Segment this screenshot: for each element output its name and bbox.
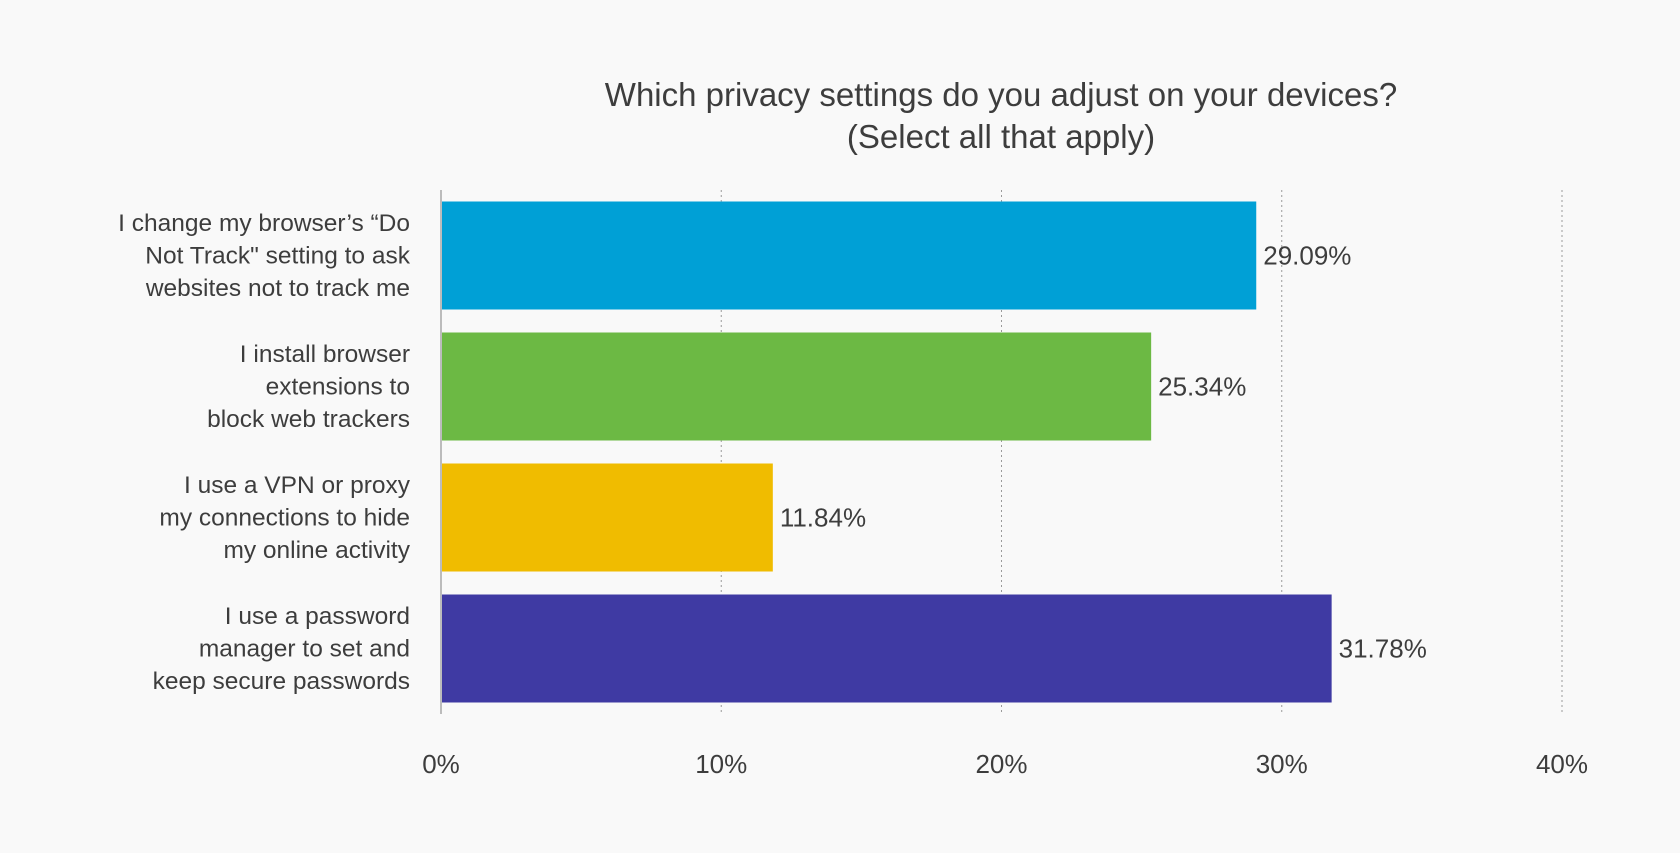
category-label: my online activity: [223, 537, 410, 564]
bar: [442, 594, 1332, 703]
category-label: I use a password: [225, 603, 410, 630]
bar: [442, 201, 1257, 310]
data-label: 29.09%: [1263, 241, 1351, 271]
chart-title: Which privacy settings do you adjust on …: [605, 76, 1397, 113]
value-labels: 29.09% 25.34% 11.84% 31.78%: [780, 241, 1427, 664]
category-label: I change my browser’s “Do: [118, 210, 410, 237]
x-tick-label: 30%: [1256, 749, 1308, 779]
category-label: websites not to track me: [145, 275, 410, 302]
category-label: my connections to hide: [159, 505, 410, 532]
x-tick-label: 0%: [422, 749, 460, 779]
x-tick-label: 40%: [1536, 749, 1588, 779]
x-tick-label: 10%: [695, 749, 747, 779]
x-tick-label: 20%: [975, 749, 1027, 779]
x-axis-ticks: 0% 10% 20% 30% 40%: [422, 749, 1588, 779]
category-label: manager to set and: [199, 636, 410, 663]
category-label: block web trackers: [207, 406, 410, 433]
category-label: I install browser: [240, 341, 410, 368]
data-label: 25.34%: [1158, 372, 1246, 402]
data-label: 11.84%: [780, 503, 866, 533]
category-label: keep secure passwords: [153, 668, 410, 695]
category-label: extensions to: [266, 374, 410, 401]
data-label: 31.78%: [1339, 634, 1427, 664]
bars: [442, 201, 1332, 703]
category-label: Not Track" setting to ask: [145, 243, 410, 270]
bar: [442, 463, 773, 572]
bar: [442, 332, 1152, 441]
category-label: I use a VPN or proxy: [184, 472, 411, 499]
category-labels: I change my browser’s “Do Not Track" sett…: [118, 210, 411, 695]
chart-subtitle: (Select all that apply): [847, 118, 1155, 155]
